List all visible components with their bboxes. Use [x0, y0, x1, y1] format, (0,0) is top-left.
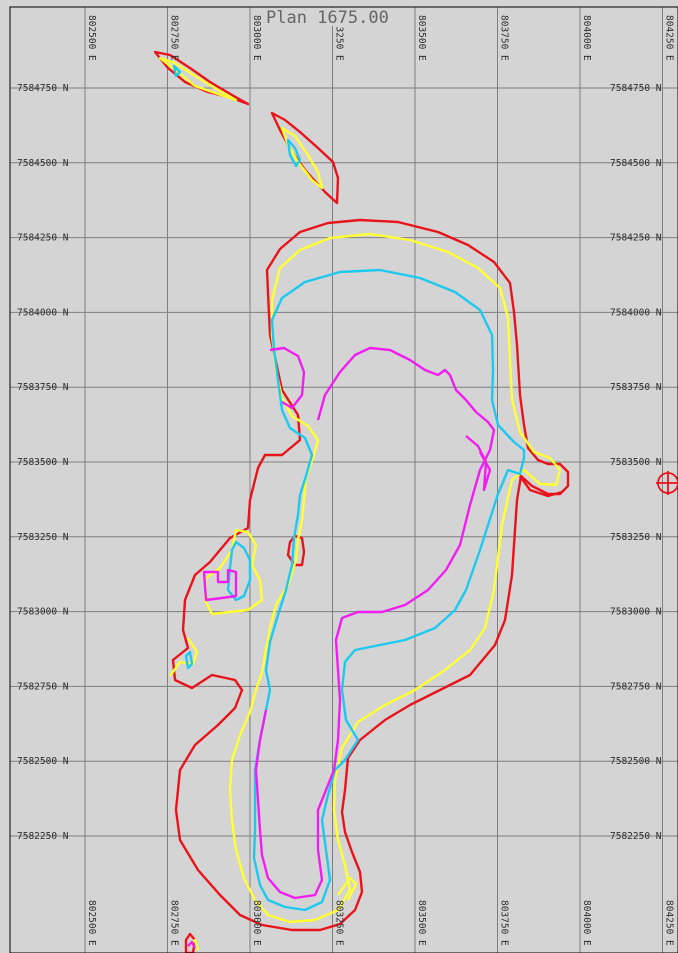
target-crosshair-icon [656, 471, 678, 495]
northing-label: 7583000 N [610, 607, 662, 618]
northing-label: 7584500 N [17, 158, 69, 169]
northing-label: 7583250 N [17, 532, 69, 543]
contour-cyan-main [252, 268, 526, 912]
northing-label: 7584250 N [610, 233, 662, 244]
contour-cyan [172, 64, 526, 912]
easting-label: 803250 E [334, 900, 345, 946]
contour-yellow-west-lobe [203, 528, 264, 616]
northing-label: 7584000 N [17, 307, 69, 318]
northing-label: 7583500 N [17, 457, 69, 468]
northing-label: 7584250 N [17, 233, 69, 244]
northing-label: 7583750 N [610, 382, 662, 393]
northing-label: 7584750 N [17, 83, 69, 94]
northing-label: 7582500 N [17, 756, 69, 767]
northing-label: 7584750 N [610, 83, 662, 94]
easting-label: 802750 E [169, 15, 180, 61]
northing-label: 7583250 N [610, 532, 662, 543]
map-frame [9, 6, 678, 953]
contour-magenta-hook [254, 346, 496, 900]
easting-label: 804000 E [581, 15, 592, 61]
contour-magenta-inner-hook [465, 435, 492, 492]
contour-magenta-west-box [202, 568, 238, 602]
easting-label: 803000 E [251, 15, 262, 61]
contour-yellow-middle-pod [280, 126, 324, 190]
contour-magenta [187, 346, 496, 949]
contour-yellow [158, 56, 562, 951]
easting-label: 803000 E [251, 900, 262, 946]
contour-red-east-lobe [519, 475, 563, 498]
contour-cyan-middle-pod [286, 138, 302, 168]
easting-labels-top: 802500 E 802750 E 803000 E 803250 E 803500 E… [86, 15, 675, 61]
contour-yellow-south-foot [337, 876, 358, 901]
title-backdrop [262, 8, 404, 26]
northing-labels-right: 7584750 N 7584500 N 7584250 N 7584000 N 7583… [610, 83, 662, 842]
contour-cyan-north-dot [172, 64, 182, 78]
northing-label: 7582750 N [17, 681, 69, 692]
northing-label: 7582250 N [610, 831, 662, 842]
easting-label: 804000 E [581, 900, 592, 946]
contour-red-small-island [286, 534, 306, 567]
northing-label: 7583750 N [17, 382, 69, 393]
contour-magenta-upper-west [269, 346, 306, 410]
contour-red-main [171, 218, 570, 932]
northing-label: 7584000 N [610, 307, 662, 318]
northing-label: 7582750 N [610, 681, 662, 692]
map-title: Plan 1675.00 [266, 8, 389, 28]
easting-label: 804250 E [664, 900, 675, 946]
northing-label: 7583500 N [610, 457, 662, 468]
northing-label: 7584500 N [610, 158, 662, 169]
northing-label: 7582500 N [610, 756, 662, 767]
easting-label: 802500 E [86, 900, 97, 946]
easting-label: 803750 E [499, 900, 510, 946]
easting-label: 803250 E [334, 15, 345, 61]
contour-cyan-west-dot [184, 650, 194, 670]
easting-labels-bottom: 802500 E 802750 E 803000 E 803250 E 803500 E… [86, 900, 675, 946]
contour-yellow-north-pod [158, 56, 238, 102]
easting-label: 803500 E [416, 15, 427, 61]
contour-magenta-south-tip [187, 940, 197, 949]
contour-cyan-west-lobe [226, 540, 252, 602]
contour-red-north-pod [153, 50, 250, 106]
easting-label: 802750 E [169, 900, 180, 946]
easting-label: 803750 E [499, 15, 510, 61]
northing-label: 7582250 N [17, 831, 69, 842]
easting-label: 803500 E [416, 900, 427, 946]
easting-label: 804250 E [664, 15, 675, 61]
contour-yellow-outer [228, 232, 562, 924]
northing-labels-left: 7584750 N 7584500 N 7584250 N 7584000 N 7583… [17, 83, 69, 842]
easting-label: 802500 E [86, 15, 97, 61]
northing-label: 7583000 N [17, 607, 69, 618]
